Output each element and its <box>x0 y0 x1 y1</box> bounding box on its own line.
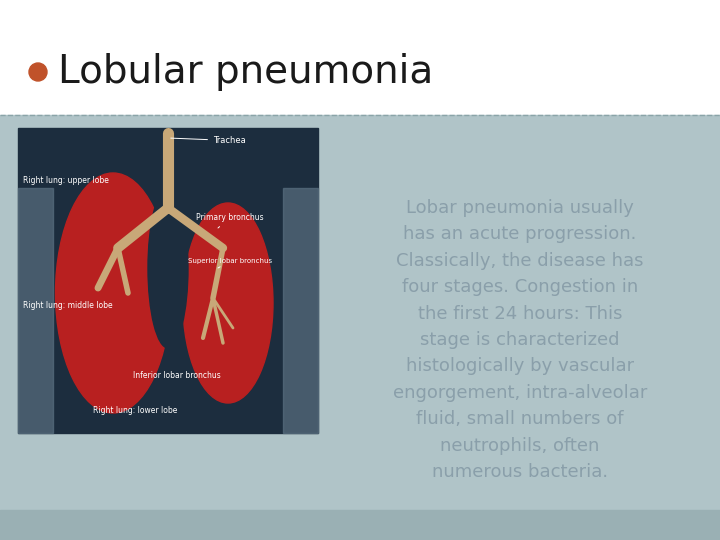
Text: Primary bronchus: Primary bronchus <box>196 213 264 228</box>
Bar <box>0 0 720 115</box>
Text: Inferior lobar bronchus: Inferior lobar bronchus <box>133 371 221 380</box>
Text: Right lung: lower lobe: Right lung: lower lobe <box>93 406 177 415</box>
Bar <box>0 510 720 540</box>
Circle shape <box>29 63 47 81</box>
Text: Lobar pneumonia usually
has an acute progression.
Classically, the disease has
f: Lobar pneumonia usually has an acute pro… <box>393 199 647 481</box>
Ellipse shape <box>148 188 188 348</box>
Text: Right lung: upper lobe: Right lung: upper lobe <box>23 176 109 185</box>
Ellipse shape <box>55 173 171 413</box>
Text: Superior lobar bronchus: Superior lobar bronchus <box>188 258 272 268</box>
Bar <box>283 188 318 433</box>
Text: Trachea: Trachea <box>171 136 246 145</box>
Bar <box>0 115 720 540</box>
Text: Right lung: middle lobe: Right lung: middle lobe <box>23 301 112 310</box>
Bar <box>18 128 318 433</box>
Ellipse shape <box>183 203 273 403</box>
Bar <box>18 188 53 433</box>
Text: Lobular pneumonia: Lobular pneumonia <box>58 53 433 91</box>
